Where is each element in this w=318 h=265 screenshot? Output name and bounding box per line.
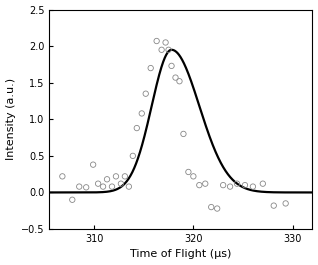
Point — [114, 174, 119, 178]
Point — [186, 170, 191, 174]
Point — [126, 184, 131, 189]
Point — [105, 177, 110, 182]
Point — [148, 66, 153, 70]
Point — [77, 184, 82, 189]
X-axis label: Time of Flight (μs): Time of Flight (μs) — [130, 249, 232, 259]
Point — [159, 48, 164, 52]
Point — [250, 184, 255, 189]
Point — [181, 132, 186, 136]
Point — [122, 174, 128, 178]
Point — [177, 79, 182, 83]
Point — [95, 182, 100, 186]
Point — [191, 174, 196, 178]
Point — [228, 184, 233, 189]
Point — [130, 154, 135, 158]
Point — [139, 111, 144, 116]
Point — [221, 183, 226, 187]
Y-axis label: Intensity (a.u.): Intensity (a.u.) — [5, 78, 16, 160]
Point — [84, 185, 89, 189]
Point — [271, 204, 276, 208]
Point — [109, 184, 114, 189]
Point — [100, 184, 106, 189]
Point — [260, 182, 266, 186]
Point — [169, 64, 174, 68]
Point — [60, 174, 65, 178]
Point — [91, 162, 96, 167]
Point — [154, 39, 159, 43]
Point — [134, 126, 139, 130]
Point — [215, 206, 220, 211]
Point — [173, 76, 178, 80]
Point — [234, 182, 239, 186]
Point — [70, 198, 75, 202]
Point — [163, 40, 168, 45]
Point — [197, 183, 202, 187]
Point — [242, 183, 247, 187]
Point — [143, 92, 148, 96]
Point — [118, 182, 123, 186]
Point — [209, 205, 214, 209]
Point — [283, 201, 288, 206]
Point — [166, 48, 171, 52]
Point — [203, 182, 208, 186]
